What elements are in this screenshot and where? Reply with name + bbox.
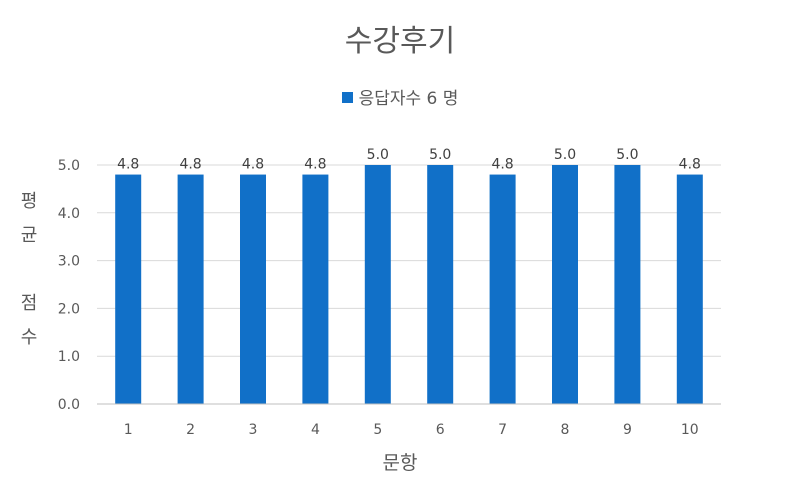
y-tick-label: 2.0 [58,301,80,317]
x-tick-label: 6 [436,422,445,438]
y-tick-label: 0.0 [58,397,80,413]
data-label: 4.8 [179,157,201,173]
bar [240,174,266,404]
data-label: 4.8 [304,157,326,173]
data-label: 4.8 [679,157,701,173]
x-axis-label: 문항 [382,452,418,474]
data-label: 5.0 [554,147,576,163]
bar [552,165,578,404]
bar [489,174,516,404]
y-axis-label: 평 균 점 수 [20,191,38,348]
data-label: 4.8 [242,157,264,173]
x-tick-label: 10 [681,422,699,438]
y-tick-label: 4.0 [58,206,80,222]
bar [115,174,142,404]
x-tick-label: 5 [373,422,382,438]
bar [676,174,703,404]
x-tick-label: 3 [249,422,258,438]
legend-label: 응답자수 6 명 [358,89,459,109]
legend: 응답자수 6 명 [0,84,800,109]
x-tick-label: 8 [561,422,570,438]
x-tick-label: 9 [623,422,632,438]
bar [614,165,641,404]
bar [302,174,329,404]
data-label: 5.0 [616,147,638,163]
data-label: 5.0 [429,147,451,163]
y-tick-label: 1.0 [58,349,80,365]
bar [427,165,454,404]
y-tick-label: 5.0 [58,158,80,174]
x-tick-label: 4 [311,422,320,438]
chart-title: 수강후기 [344,24,456,59]
bar [177,174,204,404]
y-tick-label: 3.0 [58,254,80,270]
x-tick-label: 7 [498,422,507,438]
data-label: 4.8 [491,157,513,173]
legend-swatch [341,92,353,103]
x-tick-label: 2 [186,422,195,438]
bar [364,165,391,404]
x-tick-label: 1 [124,422,133,438]
data-label: 4.8 [117,157,139,173]
data-label: 5.0 [367,147,389,163]
